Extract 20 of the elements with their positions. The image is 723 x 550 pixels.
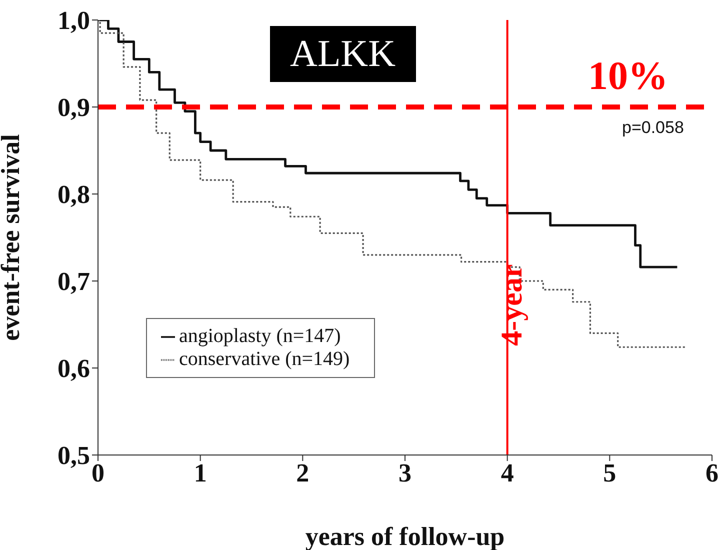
annotation: p=0.058 [622, 118, 684, 138]
x-tick-label: 6 [706, 458, 718, 488]
x-tick-label: 5 [603, 458, 616, 488]
annotation: 10% [588, 53, 668, 98]
x-tick-label: 4 [500, 458, 514, 488]
x-tick-label: 1 [194, 458, 207, 488]
ref-line-label: 4-year [495, 264, 528, 346]
y-tick-label: 1,0 [58, 6, 90, 36]
x-tick-label: 3 [398, 458, 412, 488]
y-tick-label: 0,9 [58, 93, 90, 122]
x-tick-label: 2 [296, 458, 310, 488]
y-tick-label: 0,8 [58, 180, 90, 210]
legend-label: angioplasty (n=147) [179, 325, 341, 347]
y-tick-label: 0,6 [58, 354, 90, 384]
legend-label: conservative (n=149) [179, 348, 350, 370]
annotation: ALKK [270, 26, 416, 82]
y-tick-label: 0,7 [58, 267, 90, 296]
x-tick-label: 0 [92, 458, 104, 488]
y-tick-label: 0,5 [58, 441, 90, 470]
y-axis-title: event-free survival [0, 134, 26, 341]
